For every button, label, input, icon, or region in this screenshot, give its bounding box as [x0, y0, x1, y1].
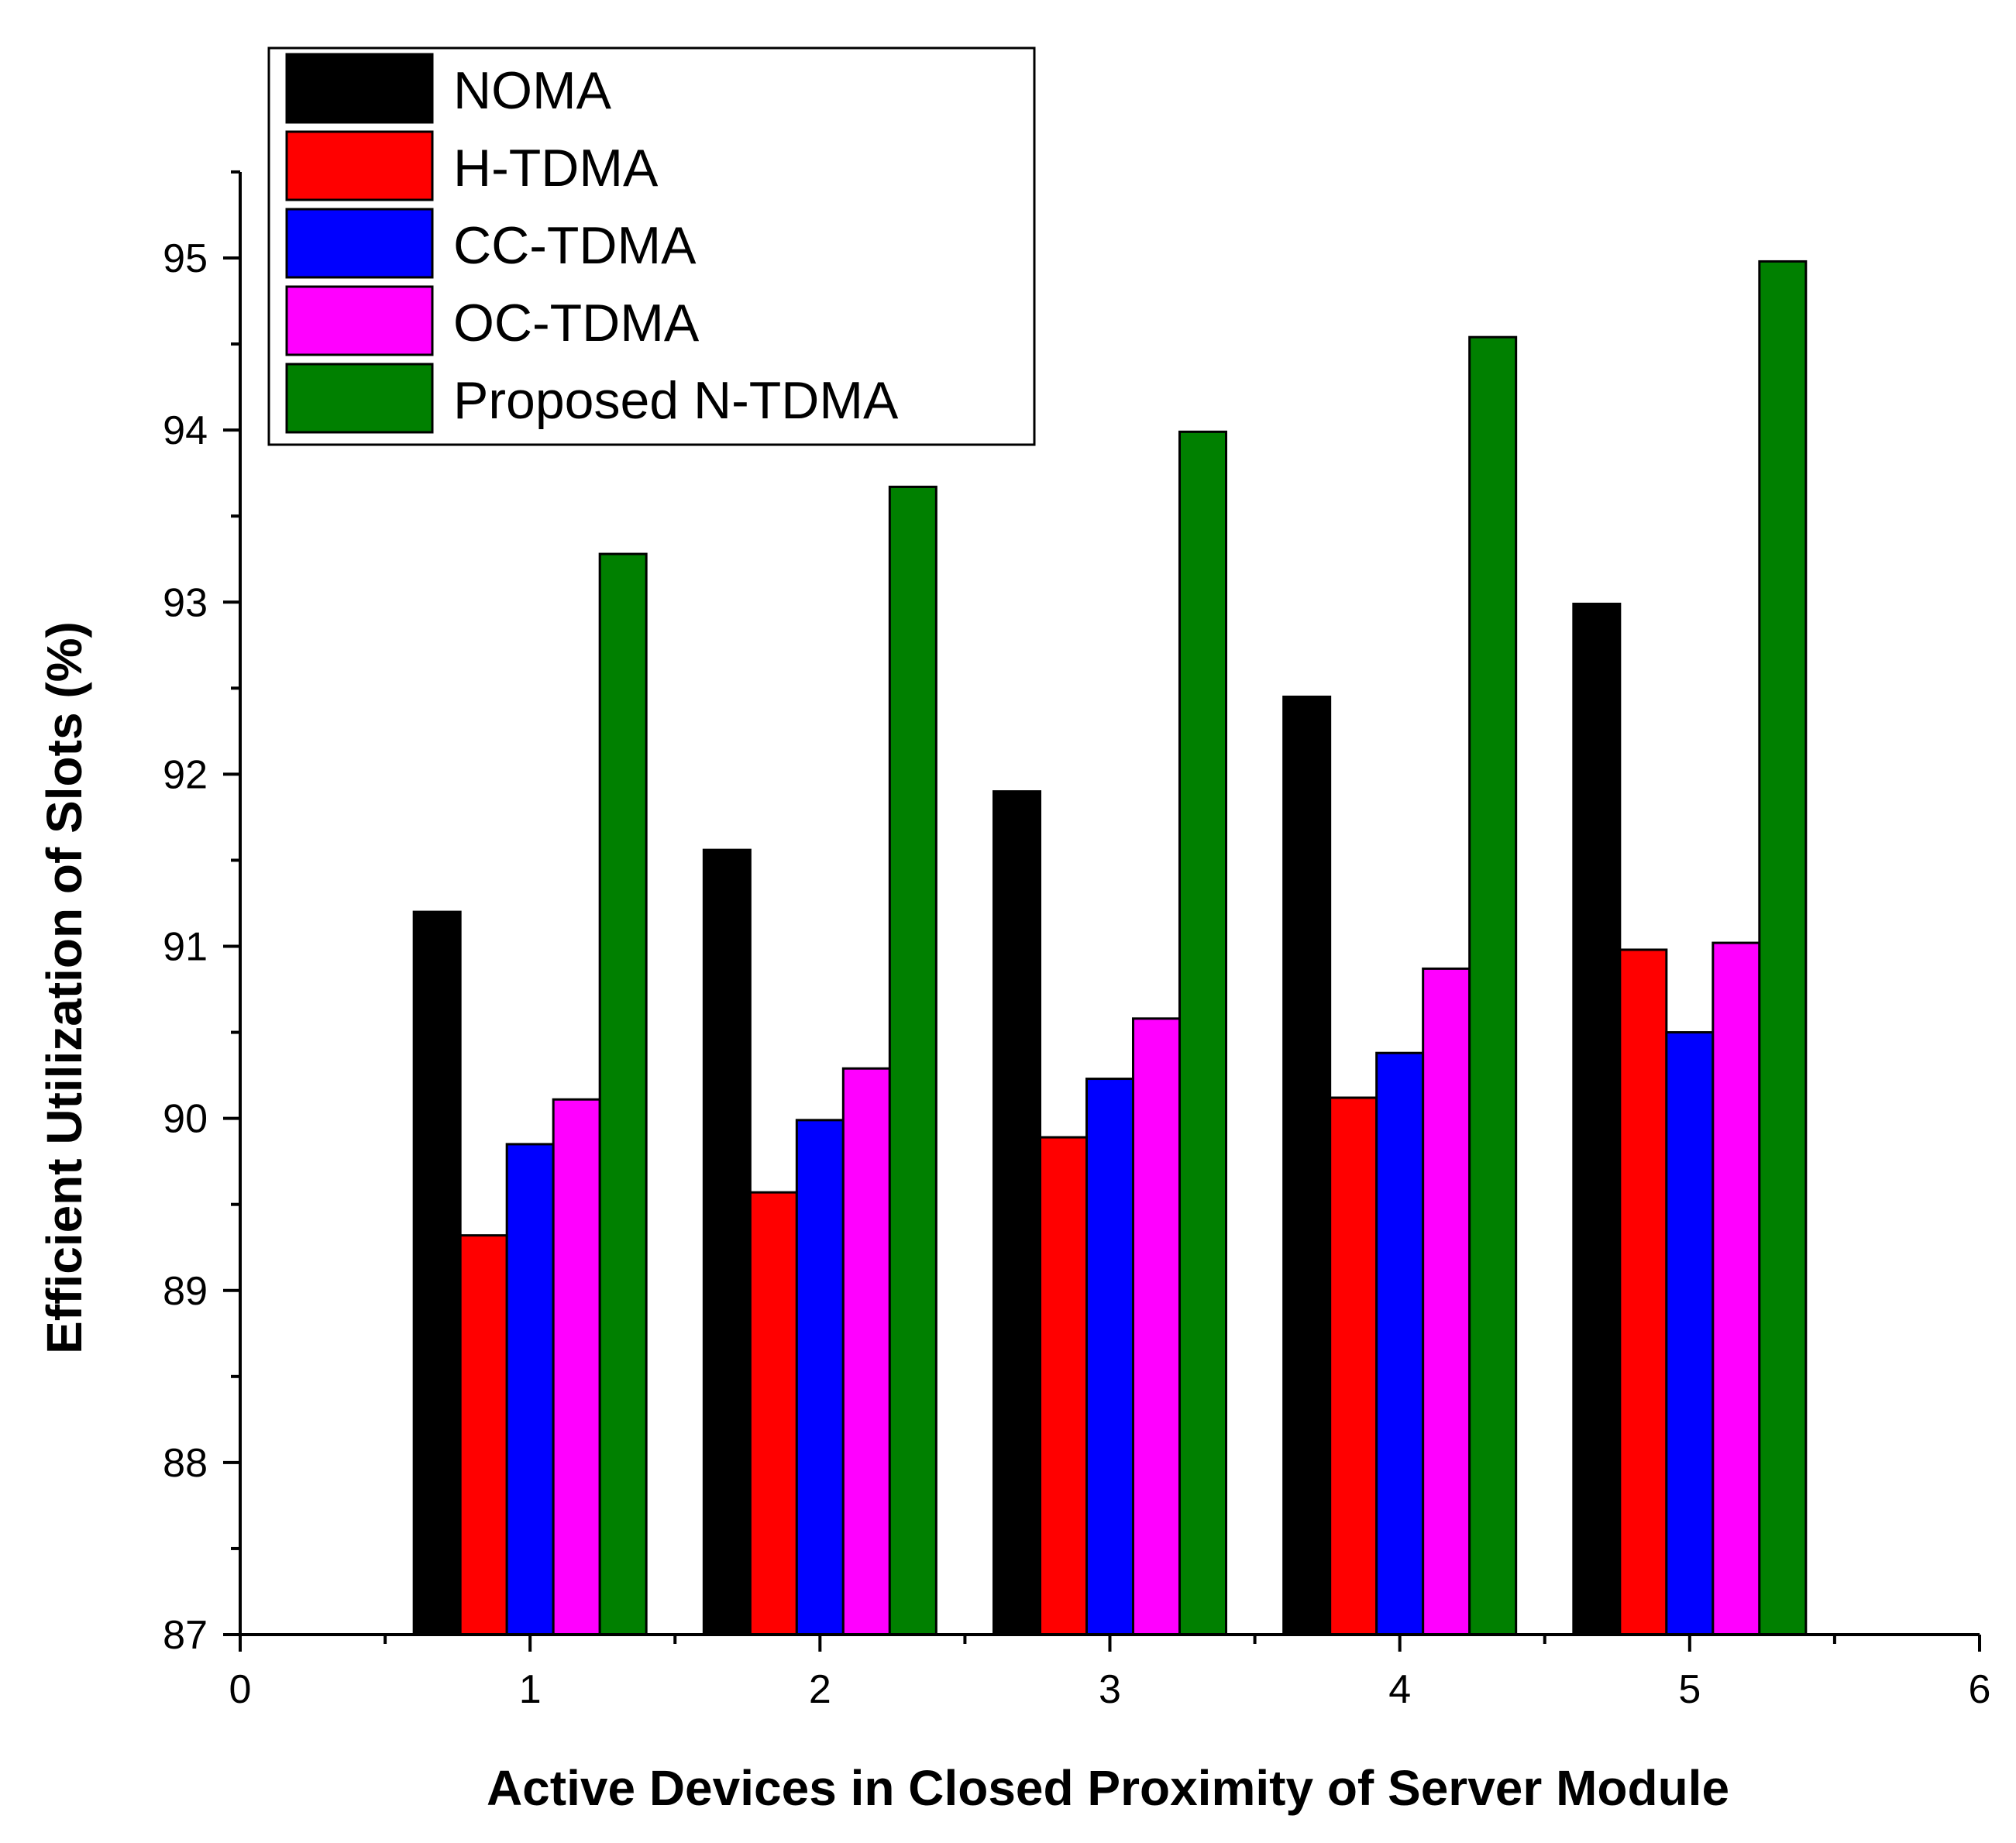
- bar-cc-tdma-x5: [1665, 1031, 1715, 1636]
- x-tick-label-3: 3: [1099, 1667, 1121, 1712]
- legend-swatch-proposed-n-tdma: [285, 363, 434, 434]
- legend-label-proposed-n-tdma: Proposed N-TDMA: [453, 371, 899, 430]
- bar-cc-tdma-x2: [795, 1119, 845, 1636]
- bar-noma-x1: [412, 910, 462, 1636]
- legend: NOMA H-TDMA CC-TDMA OC-TDMA Proposed N-TDMA: [267, 46, 1036, 446]
- bar-h-tdma-x2: [748, 1191, 798, 1636]
- y-tick-label-91: 91: [163, 925, 208, 970]
- bar-oc-tdma-x1: [552, 1098, 601, 1636]
- legend-swatch-h-tdma: [285, 130, 434, 201]
- bar-noma-x2: [702, 848, 752, 1636]
- x-axis-title: Active Devices in Closed Proximity of Se…: [487, 1760, 1729, 1816]
- legend-label-noma: NOMA: [453, 61, 612, 120]
- bar-h-tdma-x4: [1329, 1096, 1378, 1636]
- bar-noma-x4: [1282, 695, 1332, 1636]
- x-tick-label-1: 1: [519, 1667, 542, 1712]
- bar-cc-tdma-x3: [1085, 1078, 1134, 1636]
- bar-oc-tdma-x2: [841, 1067, 891, 1636]
- legend-label-oc-tdma: OC-TDMA: [453, 294, 700, 352]
- y-tick-label-87: 87: [163, 1613, 208, 1658]
- bar-proposed-n-tdma-x4: [1468, 335, 1518, 1636]
- bar-h-tdma-x1: [459, 1234, 508, 1636]
- axes-group: 87 88 89 90 91 92 93 94 95 0 1 2 3 4 5 6: [163, 170, 1991, 1712]
- x-tick-label-5: 5: [1678, 1667, 1701, 1712]
- legend-label-h-tdma: H-TDMA: [453, 139, 659, 198]
- bar-cc-tdma-x1: [505, 1143, 555, 1636]
- bar-noma-x5: [1572, 602, 1622, 1636]
- legend-label-cc-tdma: CC-TDMA: [453, 216, 697, 275]
- y-tick-label-90: 90: [163, 1097, 208, 1142]
- y-tick-label-89: 89: [163, 1269, 208, 1314]
- bar-oc-tdma-x4: [1422, 967, 1471, 1636]
- bar-cc-tdma-x4: [1375, 1051, 1425, 1636]
- legend-swatch-noma: [285, 53, 434, 124]
- bar-noma-x3: [993, 790, 1041, 1636]
- y-tick-label-95: 95: [163, 236, 208, 281]
- x-tick-label-0: 0: [229, 1667, 252, 1712]
- bars-group: [412, 260, 1808, 1636]
- x-tick-label-4: 4: [1388, 1667, 1411, 1712]
- bar-oc-tdma-x5: [1712, 941, 1761, 1636]
- y-tick-label-94: 94: [163, 408, 208, 453]
- bar-h-tdma-x5: [1619, 948, 1668, 1636]
- x-tick-label-2: 2: [809, 1667, 831, 1712]
- legend-swatch-cc-tdma: [285, 208, 434, 279]
- bar-h-tdma-x3: [1039, 1136, 1088, 1636]
- y-tick-label-88: 88: [163, 1441, 208, 1486]
- bar-proposed-n-tdma-x5: [1758, 260, 1808, 1636]
- bar-oc-tdma-x3: [1132, 1017, 1181, 1636]
- bar-proposed-n-tdma-x2: [888, 485, 937, 1636]
- y-axis-title: Efficient Utilization of Slots (%): [36, 621, 92, 1354]
- legend-swatch-oc-tdma: [285, 285, 434, 356]
- y-tick-label-92: 92: [163, 752, 208, 797]
- bar-proposed-n-tdma-x1: [598, 552, 648, 1636]
- y-tick-label-93: 93: [163, 580, 208, 625]
- bar-proposed-n-tdma-x3: [1178, 430, 1227, 1636]
- x-tick-label-6: 6: [1969, 1667, 1991, 1712]
